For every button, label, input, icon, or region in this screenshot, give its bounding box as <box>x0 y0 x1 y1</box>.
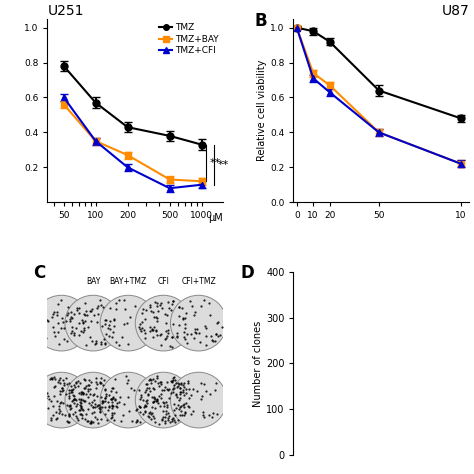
Ellipse shape <box>171 295 227 351</box>
Y-axis label: Number of clones: Number of clones <box>253 320 263 407</box>
Ellipse shape <box>33 295 90 351</box>
Text: BAY: BAY <box>86 277 100 286</box>
Ellipse shape <box>100 295 156 351</box>
Ellipse shape <box>135 372 191 428</box>
Ellipse shape <box>65 295 121 351</box>
Text: U251: U251 <box>47 4 84 18</box>
Text: B: B <box>255 12 267 30</box>
Text: C: C <box>33 264 46 283</box>
Legend: TMZ, TMZ+BAY, TMZ+CFI: TMZ, TMZ+BAY, TMZ+CFI <box>155 20 222 59</box>
Ellipse shape <box>135 295 191 351</box>
Text: D: D <box>241 264 255 283</box>
Ellipse shape <box>33 372 90 428</box>
Text: BAY+TMZ: BAY+TMZ <box>109 277 147 286</box>
Text: **: ** <box>217 160 228 170</box>
Text: **: ** <box>210 158 221 168</box>
Text: CFI: CFI <box>157 277 169 286</box>
Text: μM: μM <box>209 213 223 223</box>
Text: U87: U87 <box>441 4 469 18</box>
Ellipse shape <box>171 372 227 428</box>
Text: CFI+TMZ: CFI+TMZ <box>181 277 216 286</box>
Ellipse shape <box>100 372 156 428</box>
Ellipse shape <box>65 372 121 428</box>
Y-axis label: Relative cell viability: Relative cell viability <box>257 60 267 161</box>
